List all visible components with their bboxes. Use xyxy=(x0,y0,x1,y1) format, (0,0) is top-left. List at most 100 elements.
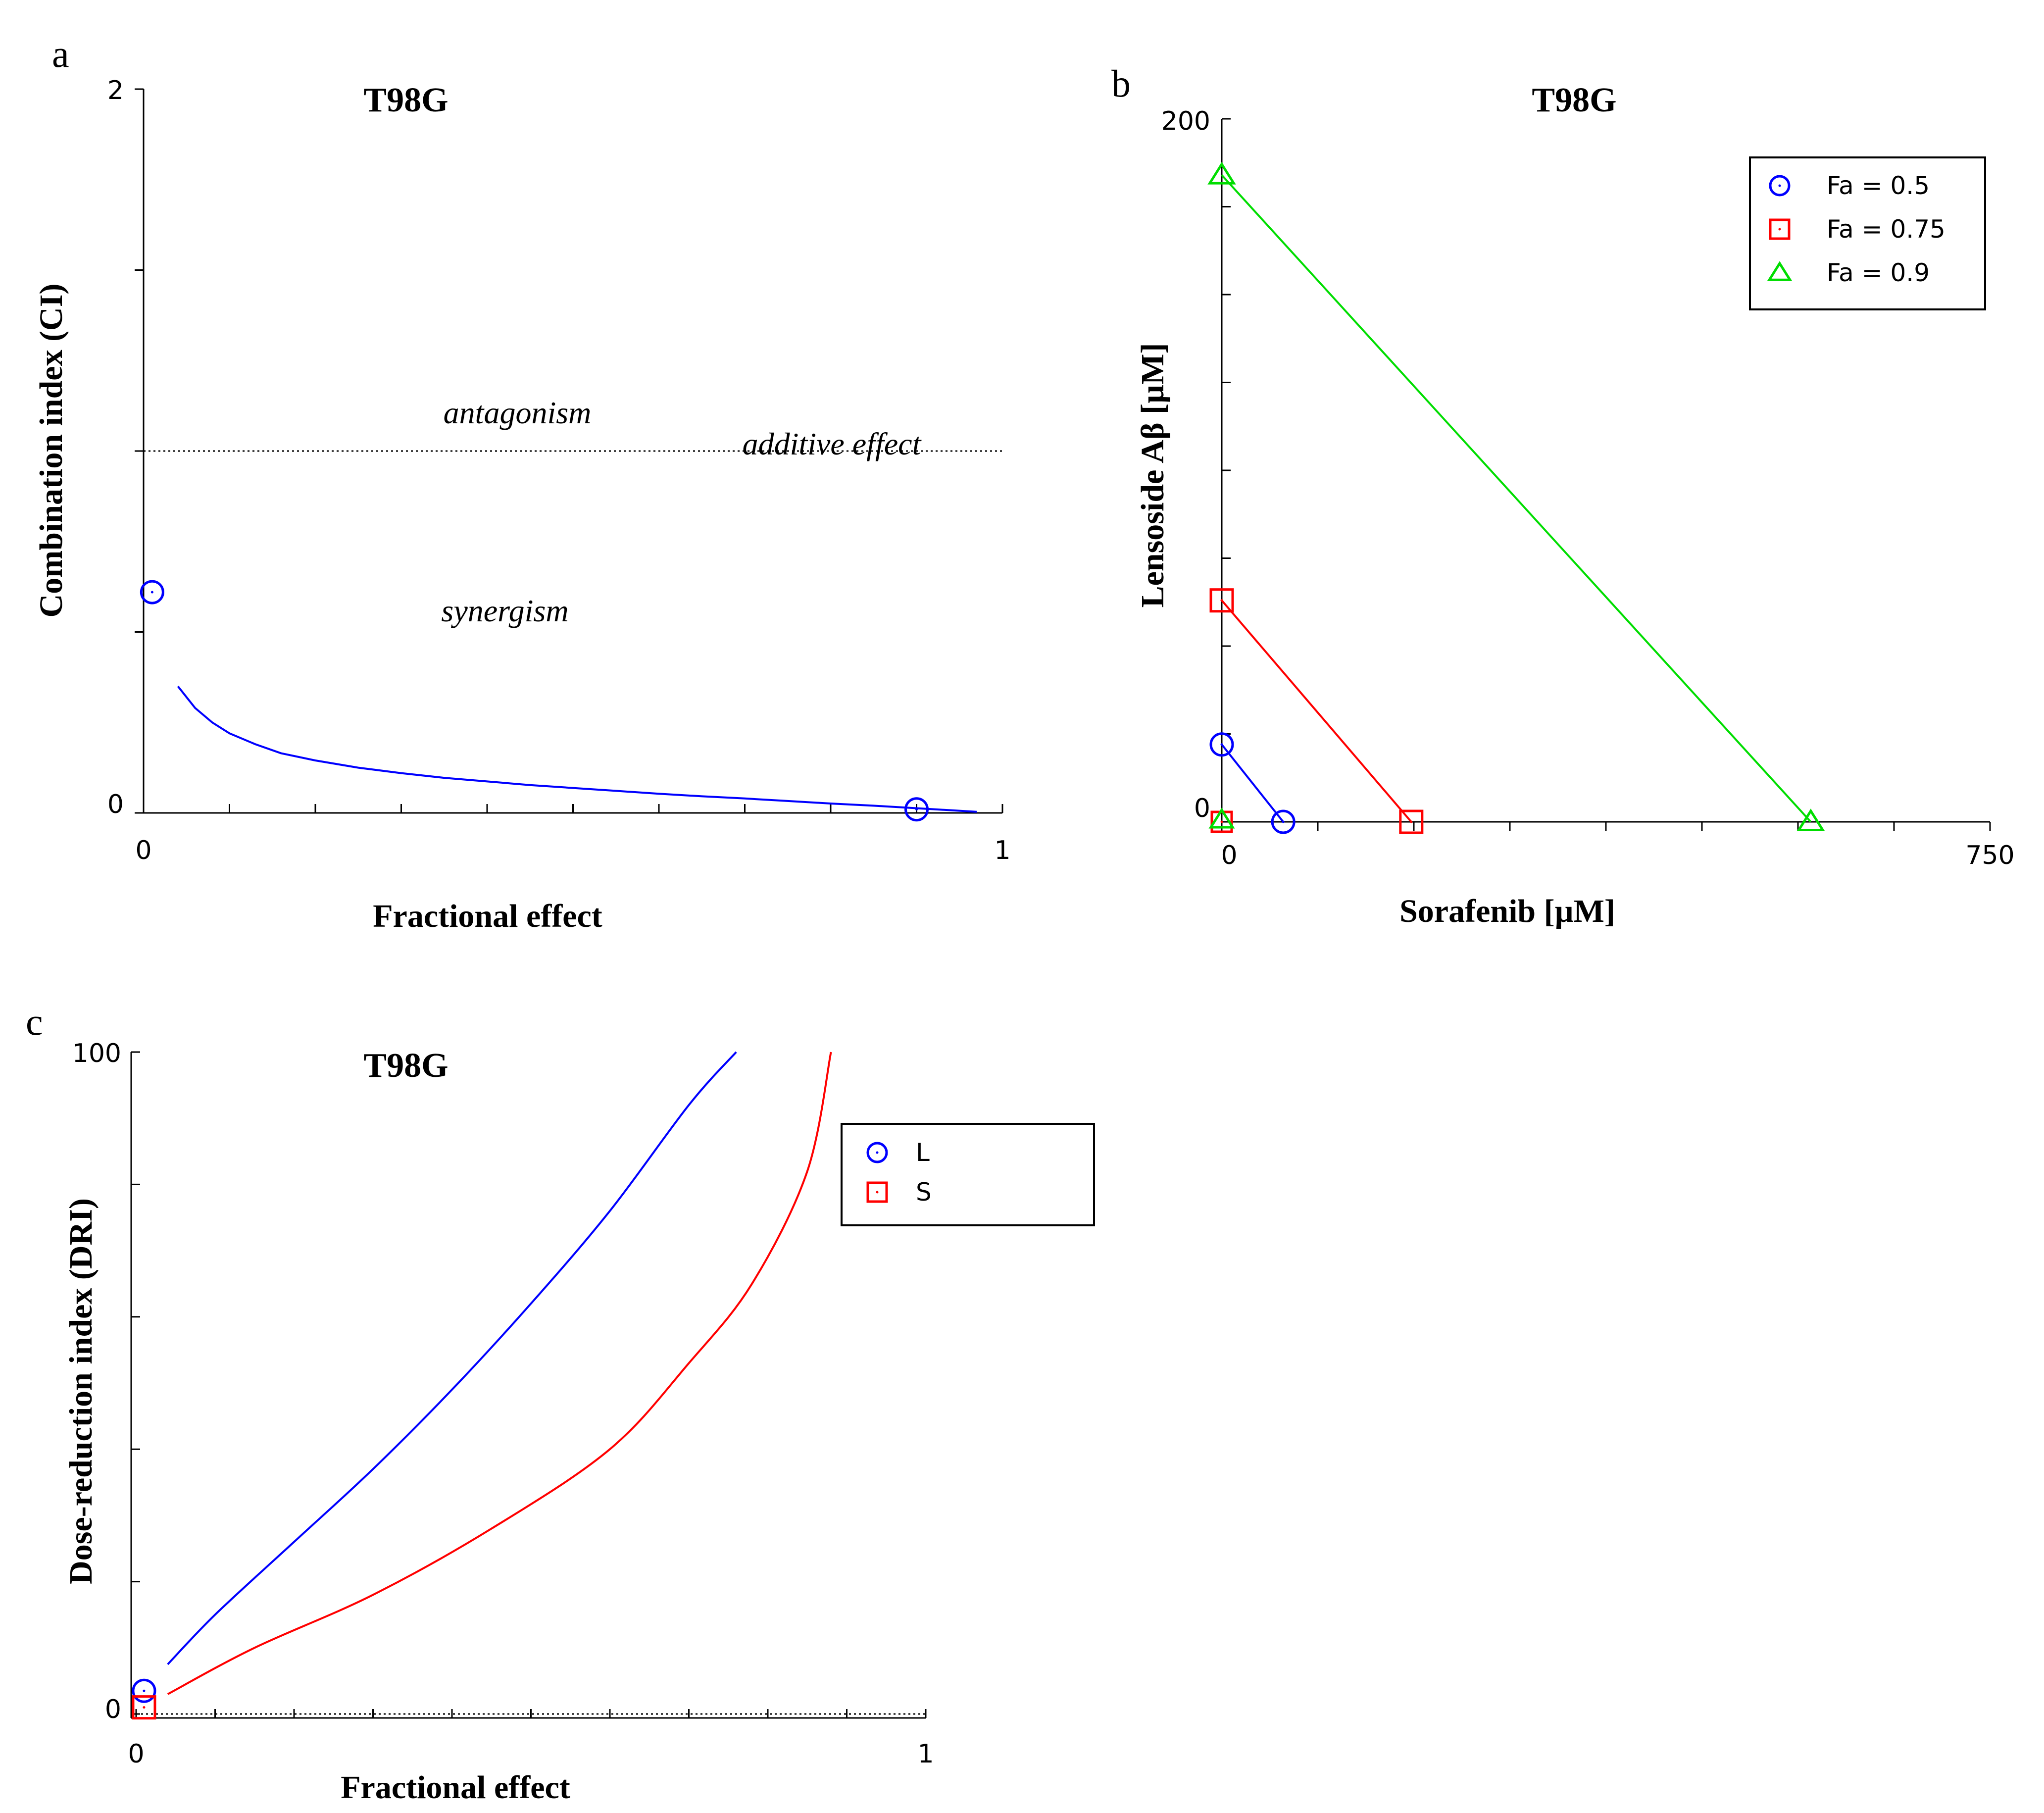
chart-c-x-axis-label: Fractional effect xyxy=(341,1769,570,1806)
chart-b-point-1-0 xyxy=(1209,588,1234,613)
chart-b-origin-triangle xyxy=(1208,807,1235,829)
chart-b-y-tick-label-max: 200 xyxy=(1161,106,1210,136)
panel-a-letter: a xyxy=(52,32,69,75)
chart-c-dri-point-L xyxy=(132,1678,156,1703)
chart-b-point-0-0-dot xyxy=(1220,743,1223,746)
chart-a-title: T98G xyxy=(363,81,448,119)
chart-b-point-1-1-dot xyxy=(1410,820,1413,823)
chart-c-dri-point-S xyxy=(132,1695,156,1720)
chart-b-y-ticks xyxy=(1222,118,1231,823)
chart-c-legend-icon-L xyxy=(866,1142,888,1163)
chart-c-x-ticks xyxy=(135,1709,927,1718)
chart-b-legend-icon-1 xyxy=(1769,218,1791,240)
chart-b-plot-area xyxy=(1207,161,1825,834)
chart-b-isobologram-line-1 xyxy=(1221,600,1412,823)
chart-c-y-tick-label-max: 100 xyxy=(72,1039,121,1068)
chart-b-legend-icon-1-box xyxy=(1769,218,1791,240)
chart-c-legend-icon-L-dot xyxy=(876,1151,879,1154)
chart-b-legend-icons xyxy=(1767,175,1793,281)
chart-c-legend-label-s: S xyxy=(916,1178,932,1207)
chart-b-point-1-1-box xyxy=(1399,809,1424,834)
chart-a-y-axis-label: Combination index (CI) xyxy=(33,284,69,618)
chart-c-legend-icon-S-box xyxy=(866,1181,888,1203)
chart-a-ci-point-0-dot xyxy=(150,591,153,594)
chart-a-x-tick-label-min: 0 xyxy=(135,836,151,865)
chart-b-x-tick-label-max: 750 xyxy=(1965,841,2014,870)
chart-b-isobologram-line-0 xyxy=(1221,744,1284,823)
chart-a-ci-point-1-ring xyxy=(904,797,929,822)
chart-b-legend-icon-0 xyxy=(1769,175,1791,197)
chart-b-legend-label-fa09: Fa = 0.9 xyxy=(1827,258,1930,287)
chart-a-y-tick-label-max: 2 xyxy=(107,76,124,105)
chart-a-additive-label: additive effect xyxy=(743,426,922,461)
chart-a-y-tick-label-min: 0 xyxy=(107,790,124,819)
chart-b-origin-triangle-tri xyxy=(1208,807,1235,829)
chart-b-point-0-1-dot xyxy=(1282,820,1285,823)
chart-c-legend-label-l: L xyxy=(916,1138,930,1167)
chart-a-synergism-label: synergism xyxy=(441,593,568,628)
chart-b-x-ticks xyxy=(1221,822,1991,831)
chart-b-x-axis-label: Sorafenib [µM] xyxy=(1399,893,1615,929)
chart-c-y-tick-label-min: 0 xyxy=(105,1695,121,1724)
chart-c-legend-icon-S xyxy=(866,1181,888,1203)
chart-b-legend: Fa = 0.5 Fa = 0.75 Fa = 0.9 xyxy=(1749,156,1986,310)
chart-c-legend: L S xyxy=(841,1123,1095,1226)
chart-c-title: T98G xyxy=(363,1047,448,1085)
panel-c: c T98G 100 0 0 1 Fractional effect Dose-… xyxy=(26,1000,1095,1806)
chart-b-title: T98G xyxy=(1532,81,1616,119)
chart-c-x-tick-label-min: 0 xyxy=(128,1739,144,1769)
chart-b-point-2-1 xyxy=(1796,808,1825,831)
chart-c-legend-icon-L-ring xyxy=(866,1142,888,1163)
chart-a-x-tick-label-max: 1 xyxy=(994,836,1010,865)
panel-b-letter: b xyxy=(1111,62,1131,105)
chart-b-point-2-0-tri xyxy=(1207,161,1236,185)
chart-a-ci-point-0 xyxy=(140,580,164,604)
chart-c-dri-point-S-box xyxy=(132,1695,156,1720)
chart-b-legend-icon-0-ring xyxy=(1769,175,1791,197)
chart-c-legend-box xyxy=(841,1123,1095,1226)
chart-a-y-ticks xyxy=(135,88,144,814)
chart-c-y-axis-label: Dose-reduction index (DRI) xyxy=(63,1198,99,1584)
chart-b-isobologram-line-2 xyxy=(1221,174,1812,823)
panel-a: a T98G 2 0 0 1 Fractional effect Combina… xyxy=(33,32,1011,934)
chart-b-legend-icon-2-tri xyxy=(1767,261,1793,281)
chart-a-ci-point-0-ring xyxy=(140,580,164,604)
chart-b-legend-label-fa05: Fa = 0.5 xyxy=(1827,171,1930,200)
chart-c-x-tick-label-max: 1 xyxy=(917,1739,934,1769)
chart-b-point-2-0 xyxy=(1207,161,1236,185)
chart-a-plot-area xyxy=(140,580,977,822)
chart-b-point-0-0-ring xyxy=(1209,732,1234,757)
chart-a-ci-point-1 xyxy=(904,797,929,822)
panel-b: b T98G 200 0 0 750 Sorafenib [µM] Lensos… xyxy=(1111,62,2015,929)
chart-b-legend-icon-0-dot xyxy=(1778,184,1781,187)
chart-b-point-2-1-tri xyxy=(1796,808,1825,831)
chart-a-antagonism-label: antagonism xyxy=(444,395,592,430)
chart-c-plot-area xyxy=(132,1051,832,1720)
chart-b-point-1-1 xyxy=(1399,809,1424,834)
chart-b-legend-icon-1-dot xyxy=(1778,228,1781,231)
chart-b-y-axis-label: Lensoside Aβ [µM] xyxy=(1135,343,1171,608)
chart-a-ci-point-1-dot xyxy=(915,808,918,811)
chart-b-point-1-0-box xyxy=(1209,588,1234,613)
chart-b-legend-label-fa075: Fa = 0.75 xyxy=(1827,215,1945,244)
chart-c-dri-point-L-dot xyxy=(143,1689,146,1692)
chart-b-origin-square-dot xyxy=(1220,820,1223,823)
chart-b-point-0-1 xyxy=(1271,809,1296,834)
chart-c-y-ticks xyxy=(131,1051,140,1715)
chart-b-x-tick-label-min: 0 xyxy=(1221,841,1237,870)
chart-b-y-tick-label-min: 0 xyxy=(1194,794,1210,823)
chart-a-x-axis-label: Fractional effect xyxy=(373,898,602,934)
chart-b-point-0-1-ring xyxy=(1271,809,1296,834)
chart-c-legend-icon-S-dot xyxy=(876,1191,879,1194)
chart-a-ci-curve xyxy=(177,685,977,813)
chart-c-dri-point-S-dot xyxy=(143,1706,146,1709)
chart-c-legend-icons xyxy=(866,1142,888,1203)
chart-c-dri-point-L-ring xyxy=(132,1678,156,1703)
panel-c-letter: c xyxy=(26,1000,43,1043)
chart-b-point-0-0 xyxy=(1209,732,1234,757)
chart-c-dri-curve-S xyxy=(167,1052,832,1695)
chart-c-dri-curve-L xyxy=(167,1051,737,1665)
chart-b-legend-icon-2 xyxy=(1767,261,1793,281)
chart-b-point-1-0-dot xyxy=(1220,599,1223,602)
